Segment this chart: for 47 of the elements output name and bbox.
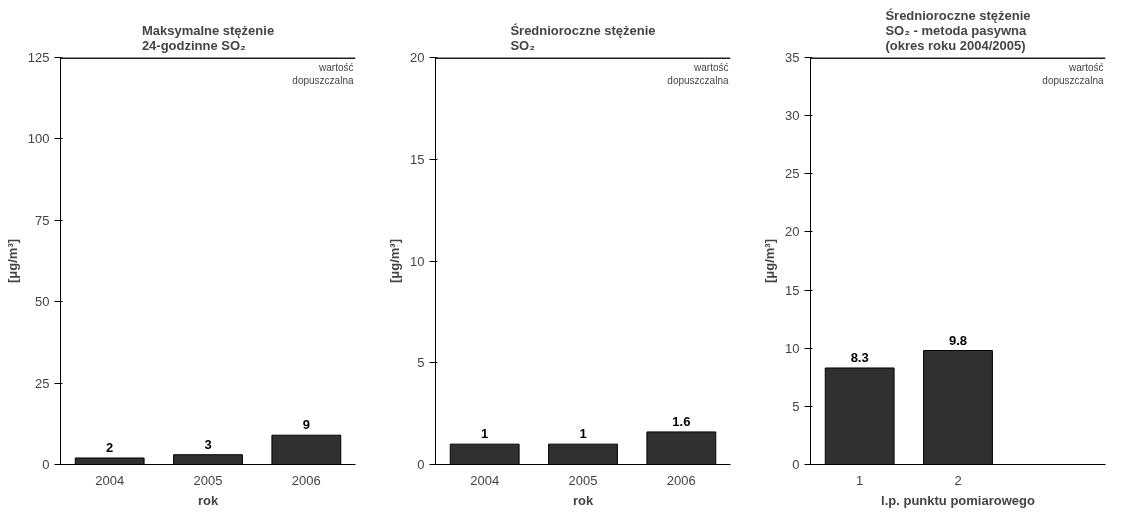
y-tick-label: 35: [785, 50, 800, 65]
y-tick-label: 10: [785, 340, 800, 356]
y-tick-label: 50: [35, 294, 50, 310]
ref-line-label: wartość dopuszczalna: [1042, 61, 1104, 86]
x-tick-label: 2006: [666, 472, 696, 488]
y-tick-label: 5: [792, 398, 800, 414]
y-axis-title: [μg/m³]: [762, 238, 778, 284]
x-axis-title: rok: [572, 492, 594, 508]
y-tick-label: 25: [35, 375, 50, 391]
x-axis-title: rok: [197, 492, 219, 508]
x-tick-label: 2006: [291, 472, 321, 488]
y-tick-label: 25: [785, 166, 800, 182]
ref-line-label: wartość dopuszczalna: [667, 61, 729, 86]
data-label: 1: [579, 426, 587, 442]
y-tick-label: 0: [417, 457, 425, 472]
y-tick-label: 5: [417, 355, 425, 371]
data-label: 9: [302, 417, 310, 433]
y-tick-label: 15: [785, 282, 800, 298]
data-label: 8.3: [850, 349, 869, 365]
x-tick-label: 2004: [470, 472, 500, 488]
data-label: 3: [204, 436, 212, 452]
y-tick-label: 10: [410, 253, 425, 269]
y-tick-label: 30: [785, 108, 800, 124]
y-axis-title: [μg/m³]: [4, 238, 20, 284]
data-label: 1.6: [672, 413, 691, 429]
ref-line-label: wartość dopuszczalna: [292, 61, 354, 86]
data-label: 2: [106, 439, 114, 455]
x-tick-label: 1: [856, 472, 864, 488]
chart-title: Maksymalne stężenie 24-godzinne SO₂: [141, 22, 275, 53]
x-tick-label: 2004: [95, 472, 125, 488]
x-tick-label: 2005: [568, 472, 598, 488]
y-tick-label: 75: [35, 212, 50, 228]
y-axis-title: [μg/m³]: [387, 238, 403, 284]
y-tick-label: 0: [792, 457, 800, 472]
x-tick-label: 2: [954, 472, 962, 488]
x-axis-title: l.p. punktu pomiarowego: [881, 492, 1035, 508]
chart-title: Średnioroczne stężenie SO₂: [510, 22, 656, 53]
y-tick-label: 100: [27, 131, 50, 147]
y-tick-label: 20: [410, 50, 425, 65]
x-tick-label: 2005: [193, 472, 223, 488]
data-label: 1: [481, 426, 489, 442]
data-label: 9.8: [948, 332, 968, 348]
y-tick-label: 125: [27, 50, 50, 65]
y-tick-label: 15: [410, 151, 425, 167]
y-tick-label: 0: [42, 457, 50, 472]
chart-title: Średnioroczne stężenie SO₂ - metoda pasywna (okres roku 2004/2005): [885, 7, 1031, 53]
y-tick-label: 20: [785, 224, 800, 240]
